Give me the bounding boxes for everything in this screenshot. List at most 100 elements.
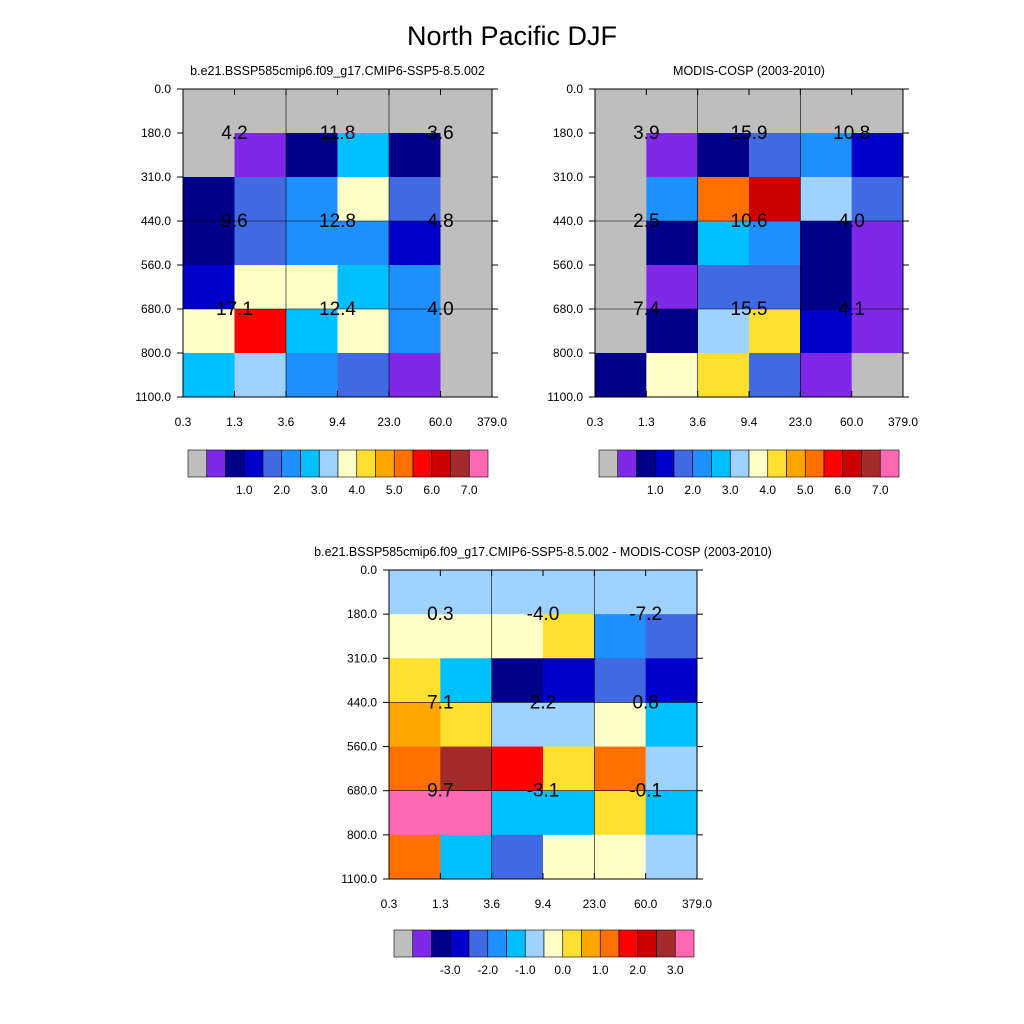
heatmap-cell (337, 309, 390, 354)
heatmap-cell (389, 834, 441, 880)
cell-value-label: 7.1 (427, 692, 453, 713)
colorbar-swatch (243, 449, 264, 478)
heatmap-cell (594, 570, 647, 615)
x-tick-label: 379.0 (477, 415, 507, 429)
cell-value-label: -7.2 (629, 604, 662, 625)
heatmap-cell (286, 133, 338, 178)
x-tick-label: 0.3 (587, 415, 604, 429)
heatmap-cell (389, 614, 441, 659)
x-tick-label: 9.4 (741, 415, 758, 429)
colorbar-swatch (842, 449, 862, 478)
cell-value-label: 2.5 (633, 211, 659, 232)
heatmap-cell (183, 176, 235, 222)
x-tick-label: 0.3 (381, 897, 398, 911)
cell-value-label: 10.6 (731, 211, 768, 232)
heatmap-cell (645, 702, 698, 748)
x-tick-label: 60.0 (634, 897, 658, 911)
colorbar-swatch (524, 929, 545, 958)
heatmap-cell (697, 264, 750, 310)
heatmap-cell (697, 176, 750, 222)
colorbar-swatch (543, 929, 564, 958)
colorbar-swatch (879, 449, 900, 478)
heatmap-cell (440, 221, 493, 266)
colorbar-label: 5.0 (386, 483, 403, 497)
cell-value-label: 2.2 (530, 692, 556, 713)
heatmap-cell (440, 133, 493, 178)
heatmap-cell (234, 176, 287, 222)
cell-value-label: 3.9 (633, 123, 659, 144)
x-tick-label: 60.0 (429, 415, 453, 429)
colorbar-swatch (412, 929, 432, 958)
colorbar: 1.0 2.0 3.0 4.0 5.0 6.0 7.0 (598, 449, 900, 497)
heatmap-cell (749, 133, 801, 178)
heatmap-cell (594, 702, 647, 748)
cell-value-label: 3.6 (427, 123, 453, 144)
heatmap-cell (749, 89, 801, 134)
colorbar-label: 1.0 (592, 963, 609, 977)
y-tick-label: 560.0 (347, 740, 377, 754)
colorbar-label: 3.0 (722, 483, 739, 497)
heatmap-cell (595, 176, 647, 222)
heatmap-cell (749, 352, 801, 398)
heatmap-cell (440, 746, 493, 792)
heatmap-cell (645, 790, 698, 836)
y-tick-label: 1100.0 (135, 390, 171, 404)
colorbar-label: 3.0 (311, 483, 328, 497)
heatmap-cell (440, 264, 493, 310)
heatmap-cell (800, 264, 853, 310)
x-tick-label: 23.0 (789, 415, 813, 429)
y-tick-label: 680.0 (141, 302, 171, 316)
heatmap-cell (234, 264, 287, 310)
heatmap-cell (543, 702, 595, 748)
heatmap-cell (440, 352, 493, 398)
heatmap-cell (851, 176, 904, 222)
cell-value-label: -3.1 (527, 781, 560, 802)
heatmap-cell (749, 264, 801, 310)
heatmap-cell (646, 309, 699, 354)
heatmap-cell (440, 614, 493, 659)
colorbar-label: 7.0 (872, 483, 889, 497)
heatmap-cell (800, 133, 853, 178)
colorbar: -3.0 -2.0 -1.0 0.0 1.0 2.0 3.0 (393, 929, 695, 977)
heatmap-cell (337, 176, 390, 222)
heatmap-cell (646, 176, 699, 222)
colorbar-swatch (654, 449, 675, 478)
colorbar-swatch (581, 929, 601, 958)
colorbar-swatch (861, 449, 881, 478)
x-tick-label: 1.3 (638, 415, 655, 429)
heatmap-cell (749, 221, 801, 266)
heatmap-cell (234, 133, 287, 178)
cell-value-label: 0.8 (632, 692, 658, 713)
heatmap-cell (286, 264, 338, 310)
colorbar-swatch (656, 929, 676, 958)
colorbar-swatch (618, 929, 639, 958)
heatmap-cell (389, 89, 441, 134)
y-tick-label: 310.0 (141, 170, 171, 184)
heatmap-cell (183, 89, 235, 134)
colorbar-label: 2.0 (273, 483, 290, 497)
heatmap-cell (440, 89, 493, 134)
colorbar-label: 0.0 (554, 963, 571, 977)
colorbar-label: -1.0 (515, 963, 536, 977)
cell-value-label: 12.8 (319, 211, 356, 232)
colorbar-swatch (637, 929, 657, 958)
heatmap-cell (286, 221, 338, 266)
heatmap-cell (389, 570, 441, 615)
heatmap-cell (234, 221, 287, 266)
y-tick-label: 680.0 (347, 784, 377, 798)
cell-value-label: 7.4 (633, 299, 660, 320)
y-tick-label: 1100.0 (341, 872, 377, 886)
y-tick-label: 440.0 (347, 695, 377, 709)
y-tick-label: 560.0 (141, 258, 171, 272)
heatmap-cell (543, 614, 595, 659)
heatmap-cell (337, 352, 390, 398)
cell-value-label: 0.3 (427, 604, 453, 625)
heatmap-cell (389, 658, 441, 703)
heatmap-cell (697, 352, 750, 398)
colorbar-label: 1.0 (647, 483, 664, 497)
colorbar-swatch (318, 449, 339, 478)
colorbar-swatch (804, 449, 825, 478)
colorbar-swatch (692, 449, 712, 478)
heatmap-cell (543, 834, 595, 880)
heatmap-cell (749, 176, 801, 222)
